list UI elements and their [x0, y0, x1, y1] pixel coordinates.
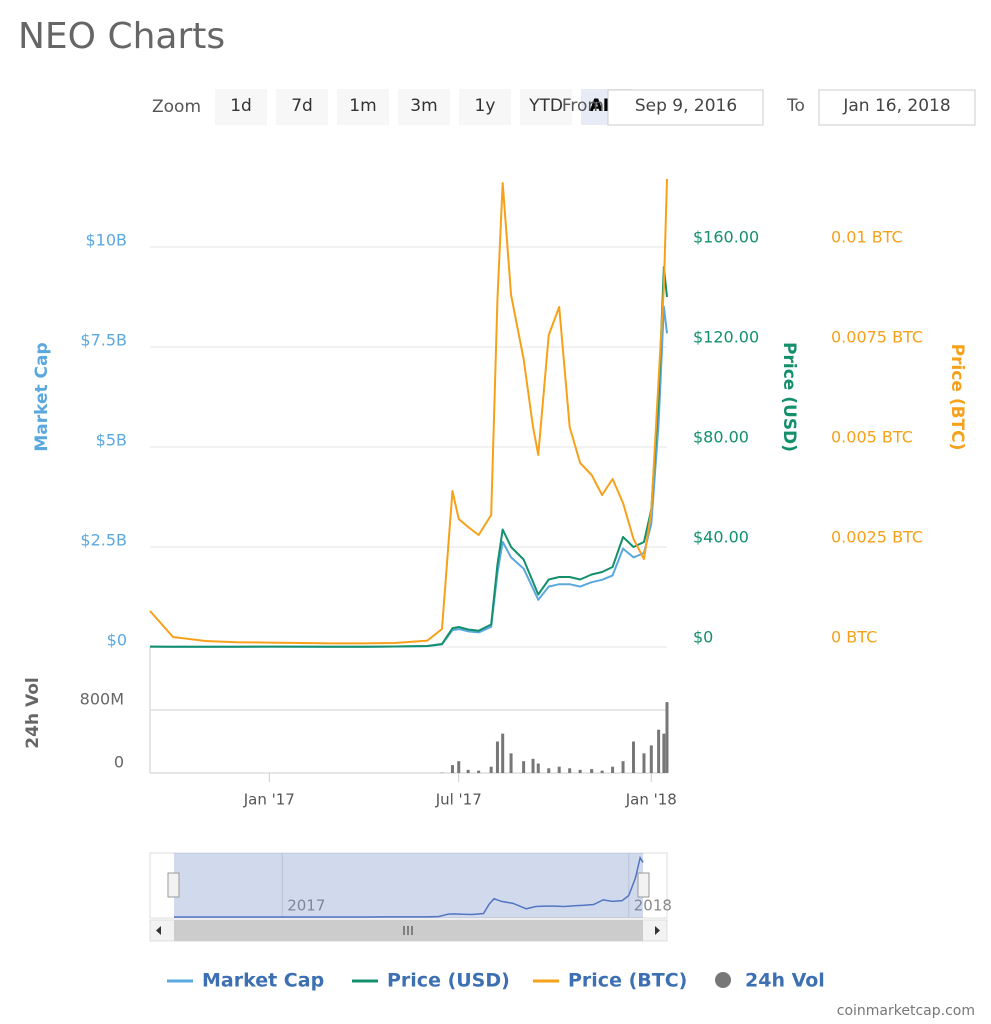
navigator-handle[interactable]	[637, 872, 650, 898]
volume-bar	[600, 770, 604, 773]
scrollbar-grip	[403, 926, 413, 935]
zoom-button-label[interactable]: YTD	[528, 96, 563, 116]
x-tick-label: Jul '17	[435, 791, 482, 809]
navigator-tick-label: 2017	[287, 897, 325, 915]
y-axis-title: 24h Vol	[23, 677, 43, 748]
volume-bar	[457, 761, 461, 773]
scrollbar-right-arrow[interactable]	[655, 926, 660, 935]
zoom-button-label[interactable]: 1m	[349, 96, 376, 116]
zoom-button[interactable]	[459, 89, 511, 125]
volume-bar	[557, 766, 561, 773]
legend-item[interactable]: Price (BTC)	[568, 970, 687, 992]
volume-bar	[578, 769, 582, 773]
navigator: 2017 2018	[173, 853, 672, 918]
y-tick-label: $10B	[85, 231, 127, 250]
legend-item[interactable]: Price (USD)	[387, 970, 510, 992]
x-tick-label: Jan '18	[625, 791, 677, 809]
y3-tick-label: 0.01 BTC	[831, 228, 903, 247]
from-label: From	[562, 96, 604, 116]
navigator-handle[interactable]	[167, 872, 180, 898]
zoom-label: Zoom	[152, 97, 201, 117]
zoom-button-label[interactable]: 3m	[410, 96, 437, 116]
volume-bar	[657, 729, 661, 773]
volume-bar	[621, 761, 625, 773]
volume-bar	[649, 745, 653, 773]
x-tick-label: Jan '17	[243, 791, 295, 809]
from-input[interactable]: Sep 9, 2016	[635, 96, 737, 116]
y3-tick-label: 0.0025 BTC	[831, 528, 923, 547]
to-label: To	[786, 96, 805, 116]
y2-tick-label: $0	[693, 628, 713, 647]
y2-axis-title: Price (USD)	[779, 342, 799, 452]
series-line	[149, 178, 668, 645]
y2-tick-label: $120.00	[693, 328, 759, 347]
navigator-tick-label: 2018	[634, 897, 672, 915]
zoom-button[interactable]	[337, 89, 389, 125]
zoom-button[interactable]	[520, 89, 572, 125]
y-tick-label: 0	[114, 753, 124, 772]
y-axis-title: Market Cap	[32, 342, 52, 451]
y2-tick-label: $40.00	[693, 528, 749, 547]
volume-bar	[642, 753, 646, 773]
volume-bar	[611, 766, 615, 773]
to-input-box[interactable]	[818, 89, 976, 126]
volume-bar	[509, 753, 513, 773]
zoom-button[interactable]	[276, 89, 328, 125]
legend-item[interactable]: 24h Vol	[745, 970, 825, 992]
volume-bar	[495, 741, 499, 773]
zoom-button-label[interactable]: 1d	[230, 96, 252, 116]
y2-tick-label: $80.00	[693, 428, 749, 447]
zoom-button[interactable]	[215, 89, 267, 125]
volume-bar	[665, 702, 669, 773]
credit[interactable]: coinmarketcap.com	[837, 1003, 975, 1019]
y-tick-label: $0	[107, 631, 127, 650]
y3-tick-label: 0.0075 BTC	[831, 328, 923, 347]
y3-tick-label: 0.005 BTC	[831, 428, 913, 447]
y2-tick-label: $160.00	[693, 228, 759, 247]
chart-title: NEO Charts	[18, 16, 225, 57]
series-line	[149, 305, 668, 648]
navigator-frame	[149, 852, 668, 919]
zoom-button-label[interactable]: 7d	[291, 96, 313, 116]
volume-bar	[590, 769, 594, 773]
volume-bar	[632, 741, 636, 773]
volume-bar	[662, 733, 666, 773]
volume-bar	[477, 770, 481, 773]
scrollbar-left-arrow[interactable]	[156, 926, 161, 935]
volume-bar	[522, 761, 526, 773]
volume-bar	[547, 768, 551, 773]
legend-symbol[interactable]	[715, 972, 731, 988]
y3-tick-label: 0 BTC	[831, 628, 877, 647]
navigator-line	[173, 855, 644, 918]
navigator-mask[interactable]	[174, 853, 643, 918]
series-line	[149, 266, 668, 648]
to-input[interactable]: Jan 16, 2018	[842, 96, 950, 116]
y-tick-label: $2.5B	[80, 531, 127, 550]
zoom-button-label[interactable]: 1y	[475, 96, 496, 116]
zoom-button[interactable]	[398, 89, 450, 125]
y-tick-label: $7.5B	[80, 331, 127, 350]
volume-bar	[536, 763, 540, 773]
volume-bar	[489, 766, 493, 773]
y-tick-label: $5B	[96, 431, 127, 450]
volume-bar	[466, 769, 470, 773]
legend-item[interactable]: Market Cap	[202, 970, 324, 992]
volume-bar	[501, 733, 505, 773]
volume-bar	[531, 758, 535, 773]
from-input-box[interactable]	[607, 89, 764, 126]
volume-bar	[450, 765, 454, 773]
y-tick-label: 800M	[80, 690, 124, 709]
volume-bar	[568, 768, 572, 773]
y3-axis-title: Price (BTC)	[947, 344, 967, 451]
